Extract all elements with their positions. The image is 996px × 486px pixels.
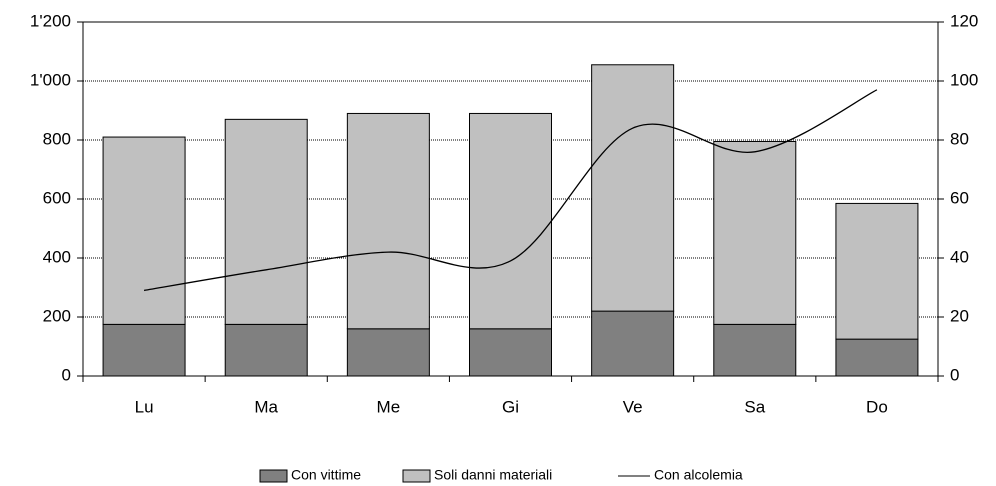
bar [591,64,675,312]
y-tick-label: 400 [43,247,71,266]
x-tick-label: Ve [623,397,643,416]
bar [713,140,797,325]
bar [346,328,430,377]
bar [469,328,552,377]
legend-swatch [402,469,431,483]
y2-tick-label: 120 [950,11,978,30]
bar [713,323,797,377]
y-tick-label: 800 [43,129,71,148]
legend-label: Con vittime [291,467,361,483]
x-tick-label: Me [377,397,401,416]
legend-swatch [259,469,288,483]
y-tick-label: 1'000 [30,70,71,89]
line [143,89,878,292]
y2-tick-label: 60 [950,188,969,207]
bar [224,118,308,325]
y2-tick-label: 40 [950,247,969,266]
y2-tick-label: 100 [950,70,978,89]
bar [224,323,308,377]
legend-label: Soli danni materiali [434,467,552,483]
y2-tick-label: 0 [950,365,959,384]
bar [346,112,430,330]
bar [835,338,919,377]
bar [469,112,552,330]
bar [835,202,919,340]
legend-label: Con alcolemia [654,467,743,483]
bar [102,136,186,325]
x-tick-label: Lu [135,397,154,416]
bar [591,310,675,377]
y-tick-label: 0 [62,365,71,384]
y-tick-label: 200 [43,306,71,325]
x-tick-label: Ma [254,397,278,416]
bar [102,323,186,377]
x-tick-label: Gi [502,397,519,416]
x-tick-label: Sa [744,397,765,416]
y-tick-label: 1'200 [30,11,71,30]
y2-tick-label: 80 [950,129,969,148]
x-tick-label: Do [866,397,888,416]
y-tick-label: 600 [43,188,71,207]
y2-tick-label: 20 [950,306,969,325]
